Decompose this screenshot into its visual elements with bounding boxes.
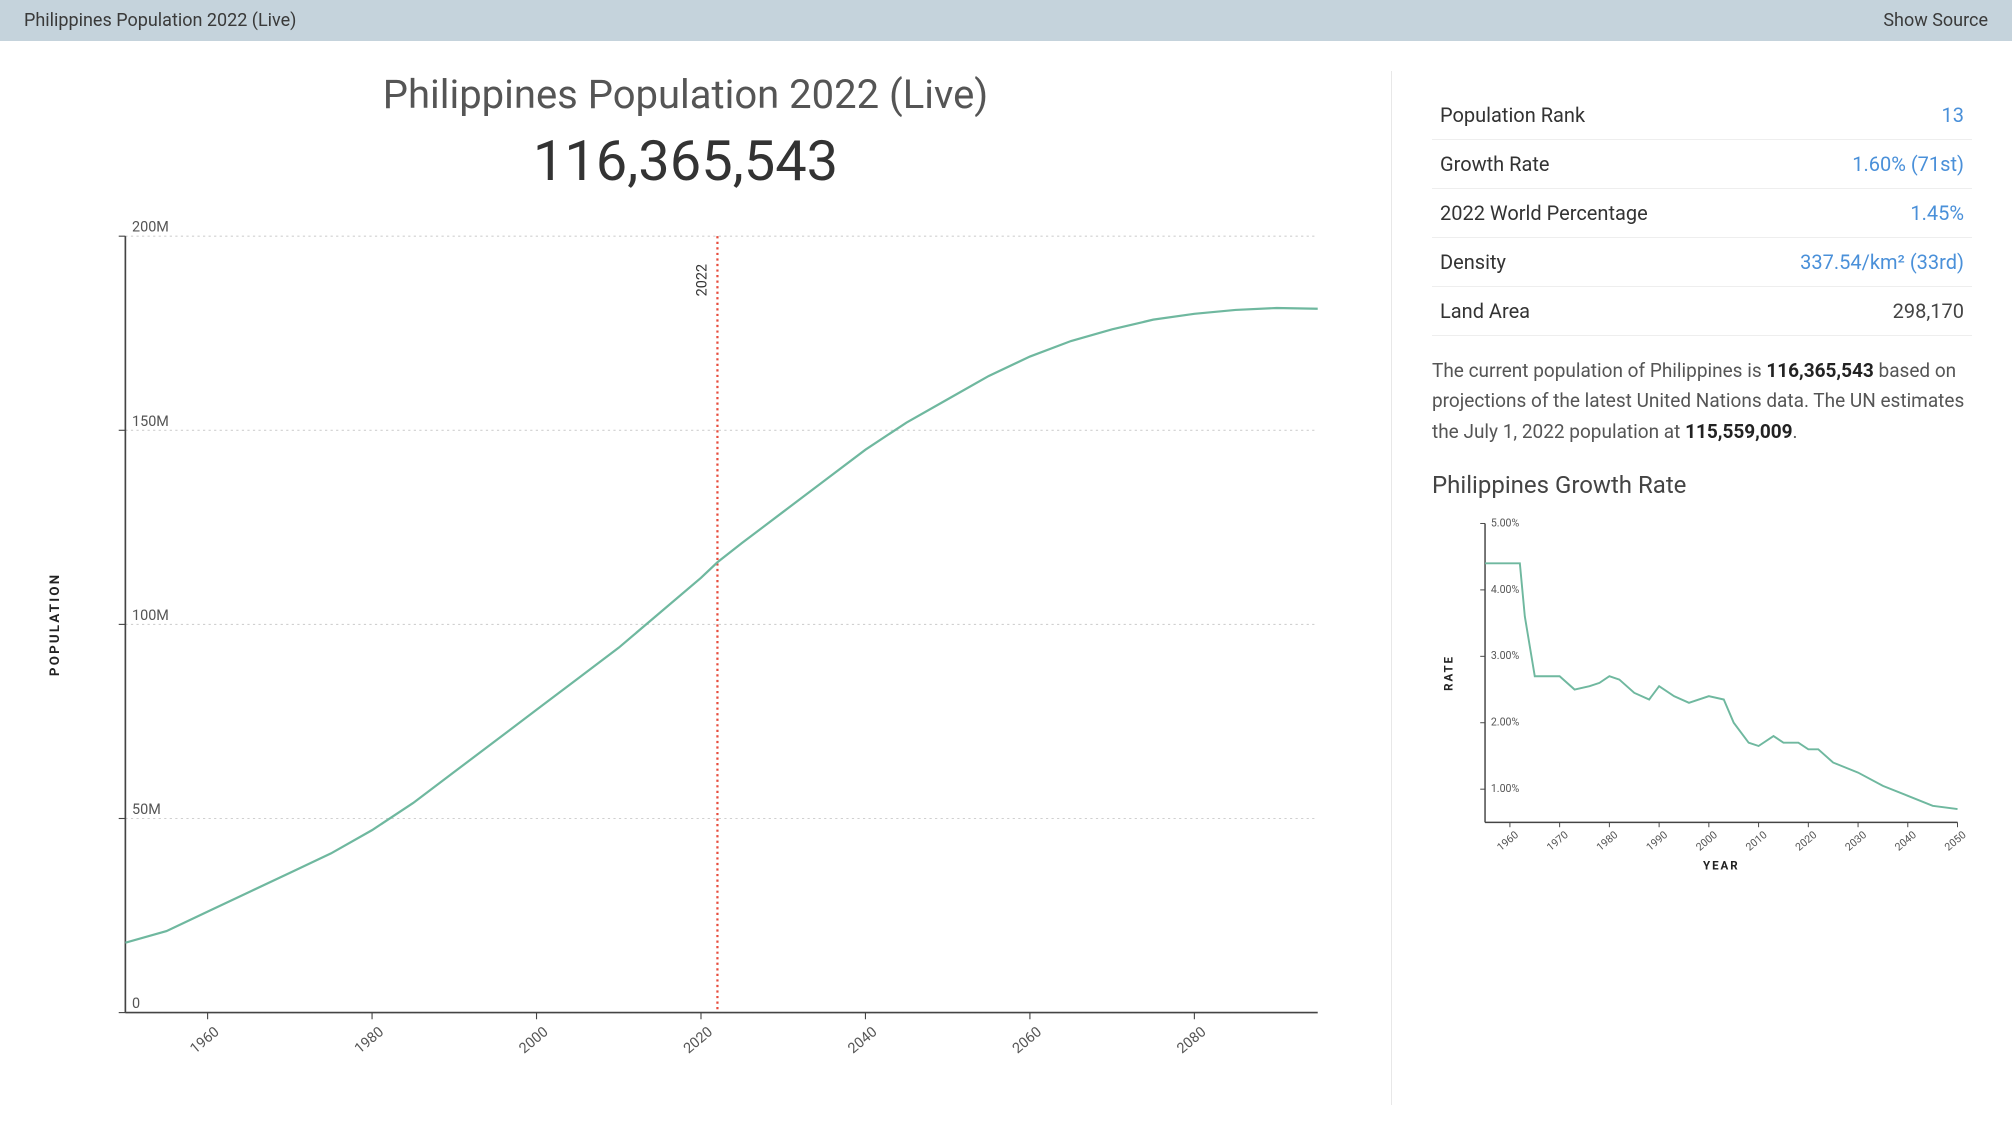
svg-text:50M: 50M [132, 801, 161, 818]
left-pane: Philippines Population 2022 (Live) 116,3… [20, 71, 1392, 1105]
svg-text:1960: 1960 [187, 1023, 223, 1057]
svg-text:1960: 1960 [1494, 828, 1521, 853]
stat-row: Density337.54/km² (33rd) [1432, 238, 1972, 287]
svg-text:1980: 1980 [351, 1023, 387, 1057]
svg-text:2050: 2050 [1942, 828, 1969, 853]
stats-table: Population Rank13Growth Rate1.60% (71st)… [1432, 91, 1972, 336]
svg-text:100M: 100M [132, 607, 169, 624]
svg-text:2.00%: 2.00% [1491, 716, 1520, 729]
stat-row: 2022 World Percentage1.45% [1432, 189, 1972, 238]
page-title: Philippines Population 2022 (Live) [20, 71, 1351, 118]
stat-row: Growth Rate1.60% (71st) [1432, 140, 1972, 189]
svg-text:1990: 1990 [1644, 828, 1671, 853]
svg-text:2040: 2040 [845, 1023, 881, 1057]
svg-text:3.00%: 3.00% [1491, 649, 1520, 662]
growth-rate-title: Philippines Growth Rate [1432, 471, 1972, 499]
svg-text:2000: 2000 [1693, 828, 1720, 853]
svg-text:150M: 150M [132, 413, 169, 430]
stat-row: Population Rank13 [1432, 91, 1972, 140]
stat-value[interactable]: 1.60% (71st) [1731, 140, 1972, 189]
svg-text:2020: 2020 [680, 1023, 716, 1057]
svg-text:2000: 2000 [516, 1023, 552, 1057]
stat-value[interactable]: 13 [1731, 91, 1972, 140]
svg-text:2080: 2080 [1174, 1023, 1210, 1057]
growth-rate-chart: 1.00% 2.00% 3.00% 4.00% 5.00% 1960 1970 1980 199… [1432, 509, 1972, 875]
stat-row: Land Area298,170 [1432, 287, 1972, 336]
stat-value[interactable]: 1.45% [1731, 189, 1972, 238]
svg-text:200M: 200M [132, 219, 169, 236]
stat-value: 298,170 [1731, 287, 1972, 336]
svg-text:YEAR: YEAR [1703, 859, 1740, 873]
right-pane: Population Rank13Growth Rate1.60% (71st)… [1432, 71, 1992, 1105]
population-chart: 0 50M 100M 150M 200M 1960 1980 2000 2020 2040 2060… [20, 214, 1351, 1101]
svg-text:0: 0 [132, 995, 140, 1012]
svg-text:4.00%: 4.00% [1491, 583, 1520, 596]
stat-label: Land Area [1432, 287, 1731, 336]
svg-text:2020: 2020 [1793, 828, 1820, 853]
svg-text:5.00%: 5.00% [1491, 517, 1520, 530]
svg-text:2030: 2030 [1843, 828, 1870, 853]
description-text: The current population of Philippines is… [1432, 356, 1972, 447]
svg-text:2022: 2022 [693, 264, 710, 296]
svg-text:1970: 1970 [1544, 828, 1571, 853]
main-container: Philippines Population 2022 (Live) 116,3… [0, 41, 2012, 1125]
stat-value[interactable]: 337.54/km² (33rd) [1731, 238, 1972, 287]
live-population-count: 116,365,543 [20, 128, 1351, 194]
svg-text:RATE: RATE [1441, 655, 1455, 691]
svg-text:1.00%: 1.00% [1491, 782, 1520, 795]
stat-label: 2022 World Percentage [1432, 189, 1731, 238]
header-bar: Philippines Population 2022 (Live) Show … [0, 0, 2012, 41]
svg-text:2040: 2040 [1892, 828, 1919, 853]
stat-label: Density [1432, 238, 1731, 287]
header-title: Philippines Population 2022 (Live) [24, 10, 296, 31]
svg-text:2060: 2060 [1009, 1023, 1045, 1057]
show-source-link[interactable]: Show Source [1883, 10, 1988, 31]
svg-text:2010: 2010 [1743, 828, 1770, 853]
stat-label: Population Rank [1432, 91, 1731, 140]
svg-text:1980: 1980 [1594, 828, 1621, 853]
stat-label: Growth Rate [1432, 140, 1731, 189]
svg-text:POPULATION: POPULATION [48, 573, 63, 676]
